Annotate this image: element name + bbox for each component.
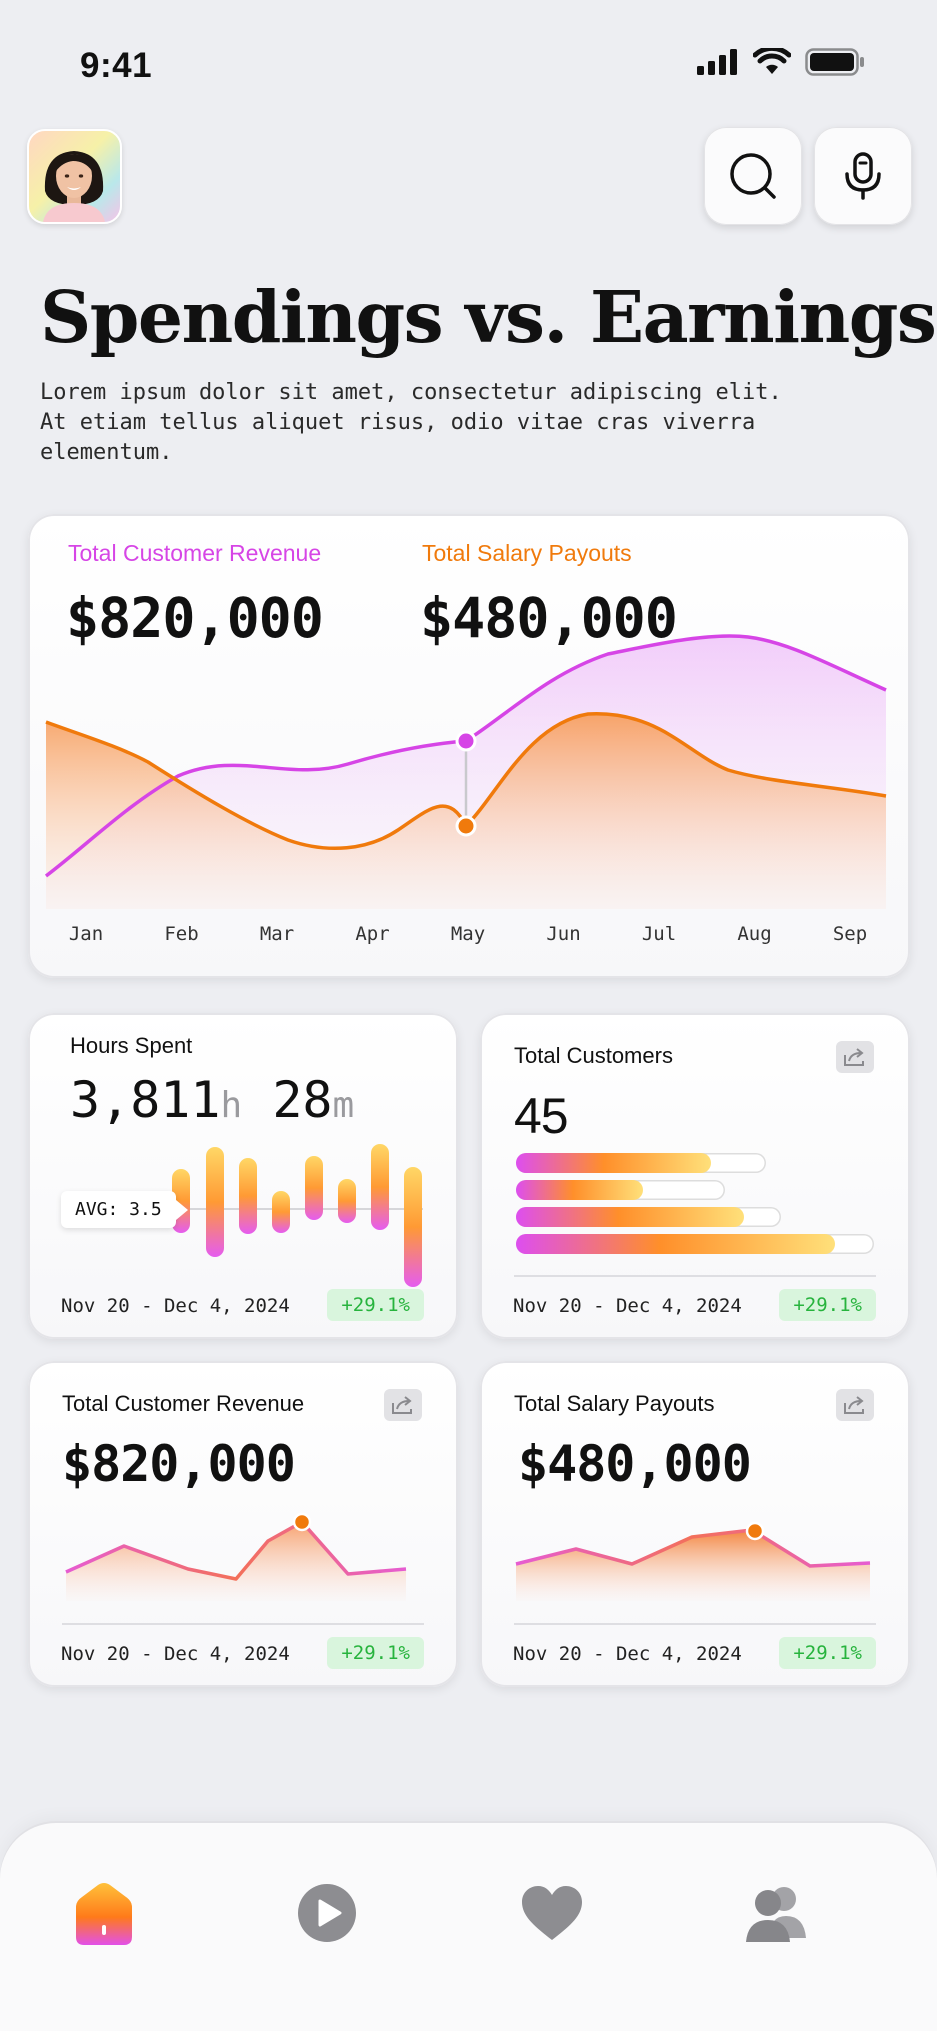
- minutes-unit: m: [332, 1085, 355, 1126]
- hours-bar: [305, 1156, 323, 1220]
- customer-bar-fill: [516, 1234, 835, 1254]
- revenue-label: Total Customer Revenue: [68, 540, 322, 566]
- minutes-number: 28: [272, 1071, 333, 1129]
- share-button[interactable]: [836, 1041, 874, 1073]
- profile-photo-icon: [43, 151, 105, 222]
- hours-unit: h: [220, 1085, 243, 1126]
- salary-label: Total Salary Payouts: [422, 540, 632, 566]
- customer-bar-fill: [516, 1180, 644, 1200]
- date-range: Nov 20 - Dec 4, 2024: [513, 1295, 742, 1317]
- overview-chart-card: Jan Feb Mar Apr May Jun Jul Aug Sep Total Custom…: [28, 514, 910, 978]
- customers-value: 45: [514, 1088, 569, 1144]
- month-label: Mar: [260, 923, 294, 945]
- customer-bar-fill: [516, 1153, 711, 1173]
- people-icon: [746, 1887, 806, 1942]
- sparkline-area: [66, 1522, 406, 1601]
- average-tooltip: AVG: 3.5: [61, 1191, 188, 1228]
- share-icon: [392, 1396, 412, 1414]
- share-button[interactable]: [836, 1389, 874, 1421]
- hours-bar: [239, 1158, 257, 1234]
- salary-area: [46, 713, 886, 909]
- divider: [62, 1623, 424, 1625]
- salary-card-value: $480,000: [518, 1435, 752, 1493]
- revenue-sparkline: [65, 1512, 407, 1601]
- customer-bar: [516, 1153, 766, 1173]
- month-label: Jun: [546, 923, 580, 945]
- hours-bar: [371, 1144, 389, 1230]
- month-label: Apr: [355, 923, 389, 945]
- month-label: Jul: [642, 923, 676, 945]
- date-range: Nov 20 - Dec 4, 2024: [513, 1643, 742, 1665]
- change-badge: +29.1%: [779, 1289, 876, 1321]
- customers-title: Total Customers: [514, 1043, 673, 1068]
- hours-spent-card[interactable]: Hours Spent 3,811h 28m AVG: 3.5 Nov 20 -…: [28, 1013, 458, 1339]
- battery-icon: [805, 48, 864, 76]
- sparkline-line: [65, 1520, 407, 1581]
- total-customers-card[interactable]: Total Customers 45 Nov 20 - Dec 4, 2024 …: [480, 1013, 910, 1339]
- page-subtitle: Lorem ipsum dolor sit amet, consectetur …: [40, 380, 782, 465]
- month-label: Sep: [833, 923, 867, 945]
- page-title: Spendings vs. Earnings: [40, 275, 937, 359]
- share-button[interactable]: [384, 1389, 422, 1421]
- salary-card-title: Total Salary Payouts: [514, 1391, 715, 1416]
- hours-bar: [206, 1147, 224, 1257]
- month-label: Aug: [737, 923, 771, 945]
- revenue-value: $820,000: [66, 586, 324, 650]
- salary-sparkline: [515, 1521, 871, 1601]
- avatar[interactable]: [27, 129, 122, 224]
- hours-bar: [272, 1191, 290, 1233]
- share-icon: [844, 1048, 864, 1066]
- hours-title: Hours Spent: [70, 1033, 193, 1058]
- salary-payouts-card[interactable]: Total Salary Payouts $480,000 Nov 20 - D…: [480, 1361, 910, 1687]
- home-icon: [76, 1883, 132, 1945]
- nav-play[interactable]: [287, 1878, 367, 1948]
- divider: [514, 1623, 876, 1625]
- revenue-card-value: $820,000: [62, 1435, 296, 1493]
- nav-favorites[interactable]: [512, 1878, 592, 1948]
- sparkline-marker[interactable]: [745, 1521, 765, 1541]
- status-time: 9:41: [80, 46, 153, 85]
- microphone-button[interactable]: [814, 127, 912, 225]
- overview-chart: Jan Feb Mar Apr May Jun Jul Aug Sep: [44, 634, 887, 945]
- change-badge: +29.1%: [327, 1289, 424, 1321]
- month-axis: Jan Feb Mar Apr May Jun Jul Aug Sep: [69, 923, 867, 945]
- microphone-icon: [845, 152, 881, 200]
- cellular-signal-icon: [697, 49, 737, 75]
- hours-number: 3,811: [70, 1071, 221, 1129]
- month-label: Jan: [69, 923, 103, 945]
- change-badge: +29.1%: [327, 1637, 424, 1669]
- sparkline-marker[interactable]: [292, 1512, 312, 1532]
- date-range: Nov 20 - Dec 4, 2024: [61, 1295, 290, 1317]
- customer-bar-fill: [516, 1207, 744, 1227]
- wifi-icon: [753, 48, 791, 74]
- play-icon: [298, 1884, 356, 1942]
- month-label: Feb: [164, 923, 198, 945]
- customer-bar: [516, 1180, 725, 1200]
- sparkline-line: [515, 1528, 871, 1568]
- hours-bar: [338, 1179, 356, 1223]
- salary-value: $480,000: [420, 586, 678, 650]
- salary-line: [45, 720, 468, 850]
- heart-icon: [522, 1886, 582, 1940]
- month-label: May: [451, 923, 485, 945]
- nav-home[interactable]: [64, 1878, 144, 1948]
- salary-marker[interactable]: [455, 815, 477, 837]
- revenue-card-title: Total Customer Revenue: [62, 1391, 305, 1416]
- hours-value: 3,811h 28m: [70, 1071, 354, 1129]
- nav-people[interactable]: [736, 1878, 816, 1948]
- sparkline-area: [516, 1530, 870, 1601]
- change-badge: +29.1%: [779, 1637, 876, 1669]
- share-icon: [844, 1396, 864, 1414]
- revenue-marker[interactable]: [455, 730, 477, 752]
- customer-bar: [516, 1207, 781, 1227]
- customer-revenue-card[interactable]: Total Customer Revenue $820,000 Nov 20 -…: [28, 1361, 458, 1687]
- salary-line-right: [464, 712, 887, 828]
- divider: [514, 1275, 876, 1277]
- search-button[interactable]: [704, 127, 802, 225]
- search-icon: [730, 153, 776, 199]
- customer-bar: [516, 1234, 874, 1254]
- hours-bar: [404, 1167, 422, 1287]
- status-icons: [697, 48, 865, 76]
- date-range: Nov 20 - Dec 4, 2024: [61, 1643, 290, 1665]
